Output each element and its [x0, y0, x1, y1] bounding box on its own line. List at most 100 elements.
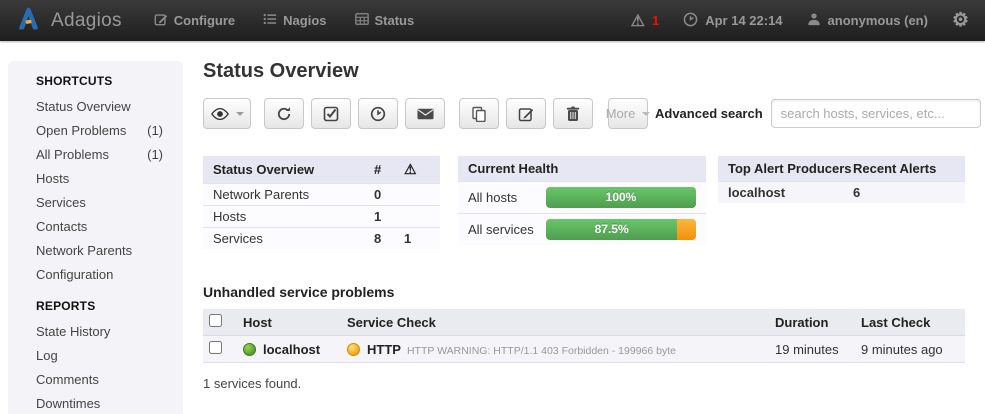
trash-icon: [566, 106, 580, 122]
count-column-header: #: [374, 162, 382, 177]
duration-column-header: Duration: [769, 309, 855, 336]
top-alert-producers-panel: Top Alert Producers Recent Alerts localh…: [718, 156, 965, 249]
problem-last-check: 9 minutes ago: [855, 335, 965, 363]
sidebar-item-contacts[interactable]: Contacts: [36, 219, 88, 234]
recent-alerts-header: Recent Alerts: [853, 161, 937, 176]
nav-configure[interactable]: Configure: [154, 12, 235, 29]
advanced-search-label: Advanced search: [655, 106, 763, 121]
nav-settings[interactable]: ⚙: [952, 11, 969, 30]
current-health-panel: Current Health All hosts 100% All servic…: [458, 156, 706, 249]
refresh-button[interactable]: [264, 98, 304, 129]
nav-clock[interactable]: Apr 14 22:14: [683, 12, 783, 30]
nav-datetime: Apr 14 22:14: [705, 13, 783, 28]
sidebar-item-configuration[interactable]: Configuration: [36, 267, 114, 282]
sidebar-item-open-problems[interactable]: Open Problems (1): [36, 119, 163, 143]
check-square-icon: [323, 106, 339, 122]
clock-icon: [683, 12, 698, 30]
problems-header-row: Host Service Check Duration Last Check: [203, 309, 965, 336]
edit-button[interactable]: [506, 98, 546, 129]
alert-count-badge: 1: [651, 13, 660, 28]
host-column-header: Host: [237, 309, 341, 336]
service-status-detail: HTTP WARNING: HTTP/1.1 403 Forbidden - 1…: [406, 344, 676, 357]
eye-icon: [210, 107, 229, 120]
summary-panels: Status Overview # ⚠ Network Parents 0 Ho…: [203, 156, 965, 249]
alert-producers-header: Top Alert Producers: [728, 161, 852, 176]
sidebar-item-all-problems[interactable]: All Problems (1): [36, 143, 163, 167]
sidebar: SHORTCUTS Status Overview Open Problems …: [8, 61, 183, 414]
sidebar-section-reports: REPORTS State History Log Comments Downt…: [36, 299, 163, 414]
row-checkbox[interactable]: [209, 341, 222, 354]
delete-button[interactable]: [553, 98, 593, 129]
select-all-checkbox[interactable]: [209, 314, 222, 327]
sidebar-section-title: REPORTS: [36, 299, 96, 313]
nav-status-label: Status: [374, 13, 415, 28]
sidebar-item-services[interactable]: Services: [36, 195, 86, 210]
more-button-label: More: [605, 106, 636, 121]
schedule-downtime-button[interactable]: [358, 98, 398, 129]
nav-user[interactable]: anonymous (en): [807, 12, 928, 29]
copy-button[interactable]: [459, 98, 499, 129]
clock-icon: [370, 106, 386, 122]
status-row-hosts[interactable]: Hosts 1: [203, 205, 440, 227]
hosts-health-bar: 100%: [546, 187, 696, 208]
host-up-status-icon: [243, 342, 256, 356]
service-link[interactable]: HTTP: [367, 341, 401, 357]
nav-nagios-label: Nagios: [283, 13, 327, 28]
service-check-column-header: Service Check: [341, 309, 769, 336]
health-row-all-hosts: All hosts 100%: [458, 181, 706, 213]
results-count: 1 services found.: [203, 376, 302, 391]
unhandled-problems-section: Unhandled service problems Host Service …: [203, 284, 965, 391]
main-menu: Configure Nagios Status: [154, 12, 414, 29]
warning-icon: ⚠: [630, 12, 645, 30]
alert-producer-host-link[interactable]: localhost: [728, 185, 786, 200]
nav-nagios[interactable]: Nagios: [263, 12, 327, 29]
open-problems-count: (1): [147, 123, 163, 138]
status-overview-panel: Status Overview # ⚠ Network Parents 0 Ho…: [203, 156, 440, 249]
warning-column-icon: ⚠: [404, 161, 417, 177]
adagios-logo-icon: [16, 6, 41, 36]
host-link[interactable]: localhost: [263, 341, 321, 357]
list-icon: [263, 12, 277, 29]
sidebar-item-state-history[interactable]: State History: [36, 324, 111, 339]
nav-status[interactable]: Status: [354, 12, 415, 29]
brand[interactable]: Adagios: [16, 6, 122, 36]
services-health-bar: 87.5%: [546, 219, 696, 240]
service-warning-status-icon: [347, 342, 360, 356]
edit-icon: [518, 106, 534, 122]
user-icon: [807, 12, 821, 29]
view-options-button[interactable]: [203, 98, 251, 129]
advanced-search: Advanced search: [655, 99, 981, 128]
table-icon: [354, 12, 369, 29]
nav-user-label: anonymous (en): [827, 13, 928, 28]
sidebar-item-network-parents[interactable]: Network Parents: [36, 243, 133, 258]
problem-row: localhost HTTP HTTP WARNING: HTTP/1.1 403…: [203, 335, 965, 363]
alert-producer-count: 6: [853, 185, 861, 200]
copy-icon: [471, 106, 487, 122]
last-check-column-header: Last Check: [855, 309, 965, 336]
page-title: Status Overview: [203, 60, 359, 82]
sidebar-item-downtimes[interactable]: Downtimes: [36, 396, 101, 411]
navbar-right: ⚠ 1 Apr 14 22:14 anonymous (en) ⚙: [631, 11, 969, 31]
sidebar-item-comments[interactable]: Comments: [36, 372, 99, 387]
chevron-down-icon: [642, 111, 651, 116]
all-problems-count: (1): [147, 147, 163, 162]
sidebar-item-log[interactable]: Log: [36, 348, 58, 363]
sidebar-section-title: SHORTCUTS: [36, 74, 113, 88]
health-panel-title: Current Health: [468, 161, 559, 176]
gear-icon: ⚙: [951, 10, 969, 31]
chevron-down-icon: [235, 111, 244, 116]
acknowledge-button[interactable]: [311, 98, 351, 129]
sidebar-item-status-overview[interactable]: Status Overview: [36, 99, 131, 114]
problems-section-title: Unhandled service problems: [203, 284, 395, 300]
status-row-network-parents[interactable]: Network Parents 0: [203, 183, 440, 205]
nav-alerts[interactable]: ⚠ 1: [631, 11, 660, 31]
more-button[interactable]: More: [605, 98, 651, 129]
brand-title: Adagios: [51, 9, 122, 31]
health-row-all-services: All services 87.5%: [458, 213, 706, 245]
notification-button[interactable]: [405, 98, 445, 129]
edit-icon: [154, 12, 168, 29]
sidebar-item-hosts[interactable]: Hosts: [36, 171, 70, 186]
status-row-services[interactable]: Services 8 1: [203, 227, 440, 249]
search-input[interactable]: [770, 99, 981, 128]
